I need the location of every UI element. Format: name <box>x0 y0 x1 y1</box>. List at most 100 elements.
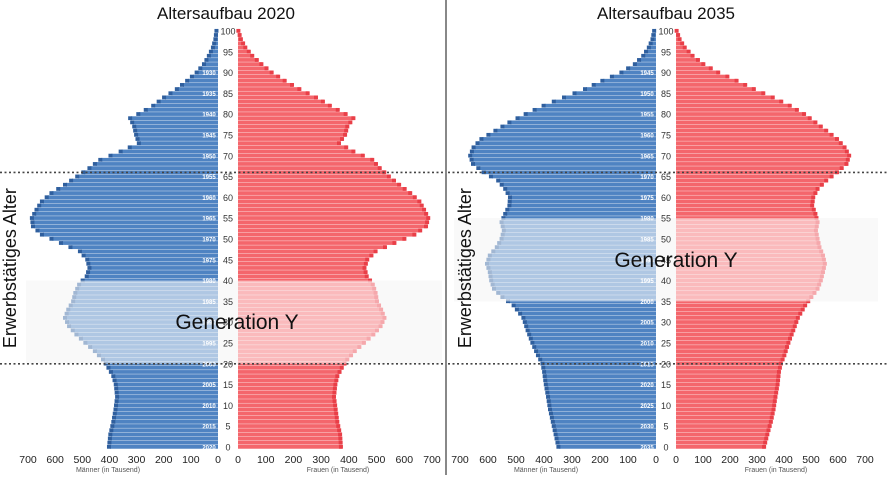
women-bar-age-83 <box>238 99 324 104</box>
age-tick-label: 25 <box>661 339 671 349</box>
working-age-label: Erwerbstätiges Alter <box>455 188 475 348</box>
women-bar-age-40 <box>238 278 372 283</box>
men-bar-age-71 <box>121 149 218 154</box>
men-bar-edge-age-84 <box>162 95 167 100</box>
women-bar-age-57 <box>676 207 815 212</box>
women-bar-age-18 <box>238 370 341 374</box>
men-bar-edge-age-84 <box>562 95 566 100</box>
men-bar-age-77 <box>503 124 656 129</box>
women-bar-age-63 <box>238 182 401 187</box>
men-bar-edge-age-98 <box>650 37 655 42</box>
women-bar-age-85 <box>238 91 309 96</box>
x-tick-label-women: 300 <box>748 454 766 466</box>
men-bar-edge-age-100 <box>214 28 219 33</box>
women-bar-age-60 <box>238 195 416 200</box>
women-bar-age-34 <box>676 303 807 308</box>
birth-year-label: 2020 <box>640 383 654 389</box>
women-bar-edge-age-44 <box>363 261 368 266</box>
women-bar-age-48 <box>238 245 386 250</box>
men-bar-age-97 <box>215 41 218 46</box>
men-bar-age-95 <box>211 49 218 54</box>
women-bar-age-24 <box>676 345 789 349</box>
women-bar-age-89 <box>676 74 729 79</box>
generation-band-overlay <box>454 218 878 302</box>
men-bar-edge-age-9 <box>548 407 552 412</box>
men-bar-age-62 <box>59 187 218 191</box>
men-bar-age-86 <box>586 87 656 91</box>
men-bar-edge-age-19 <box>106 365 111 370</box>
birth-year-label: 2020 <box>202 446 216 452</box>
women-bar-age-19 <box>238 365 343 370</box>
men-bar-age-98 <box>653 37 656 42</box>
women-bar-edge-age-75 <box>343 132 348 137</box>
women-bar-edge-age-82 <box>327 103 332 108</box>
women-bar-age-11 <box>238 399 336 403</box>
women-bar-edge-age-16 <box>776 378 781 383</box>
women-bar-edge-age-56 <box>813 211 818 216</box>
men-bar-age-88 <box>603 78 656 83</box>
men-bar-age-2 <box>110 436 218 441</box>
women-bar-edge-age-4 <box>337 428 342 433</box>
women-bar-age-96 <box>238 45 247 50</box>
men-bar-age-73 <box>139 141 218 146</box>
men-bar-age-93 <box>640 58 656 62</box>
birth-year-label: 1930 <box>202 71 216 77</box>
women-bar-edge-age-68 <box>844 162 849 166</box>
men-bar-edge-age-61 <box>505 191 510 195</box>
men-bar-edge-age-72 <box>471 145 476 150</box>
men-bar-edge-age-46 <box>81 253 86 258</box>
men-bar-edge-age-33 <box>514 307 519 312</box>
age-tick-label: 25 <box>223 339 233 349</box>
men-bar-age-9 <box>551 407 656 412</box>
men-bar-age-0 <box>559 444 656 449</box>
women-bar-edge-age-90 <box>716 70 721 75</box>
men-bar-edge-age-74 <box>479 137 484 141</box>
birth-year-label: 1985 <box>640 238 654 244</box>
women-bar-age-4 <box>238 428 341 433</box>
x-tick-label-women: 400 <box>775 454 793 466</box>
women-bar-age-25 <box>676 340 790 345</box>
men-bar-age-3 <box>111 432 218 437</box>
women-bar-age-3 <box>676 432 769 437</box>
women-bar-edge-age-8 <box>770 411 775 416</box>
women-bar-age-58 <box>238 203 423 208</box>
women-bar-edge-age-87 <box>743 83 748 87</box>
men-bar-age-11 <box>549 399 656 403</box>
men-bar-age-79 <box>131 116 218 121</box>
men-bar-age-2 <box>557 436 656 441</box>
women-bar-age-97 <box>676 41 684 46</box>
men-bar-edge-age-76 <box>133 128 138 133</box>
women-bar-edge-age-86 <box>297 87 302 91</box>
women-bar-age-13 <box>238 390 336 395</box>
women-bar-edge-age-63 <box>397 182 402 187</box>
women-bar-edge-age-58 <box>419 203 424 208</box>
women-bar-edge-age-80 <box>343 112 348 116</box>
men-bar-edge-age-27 <box>527 332 532 337</box>
women-bar-age-93 <box>676 58 699 62</box>
birth-year-label: 2000 <box>202 362 216 368</box>
age-tick-label: 35 <box>223 297 233 307</box>
women-bar-edge-age-25 <box>786 340 791 345</box>
men-bar-age-29 <box>527 324 656 329</box>
men-bar-edge-age-0 <box>556 444 561 449</box>
generation-label: Generation Y <box>614 249 737 272</box>
men-bar-age-25 <box>533 340 656 345</box>
men-bar-age-78 <box>133 120 218 125</box>
men-bar-age-94 <box>209 53 218 58</box>
age-tick-label: 10 <box>223 401 233 411</box>
men-bar-edge-age-22 <box>535 353 540 358</box>
men-bar-edge-age-41 <box>84 274 89 279</box>
women-bar-age-86 <box>238 87 301 91</box>
men-bar-age-23 <box>537 349 656 354</box>
women-bar-edge-age-43 <box>362 266 367 270</box>
men-bar-edge-age-15 <box>113 382 118 387</box>
men-bar-age-71 <box>472 149 656 154</box>
women-bar-edge-age-79 <box>807 116 812 121</box>
men-bar-age-41 <box>87 274 218 279</box>
men-bar-edge-age-6 <box>550 419 555 424</box>
women-bar-edge-age-57 <box>422 207 427 212</box>
men-bar-edge-age-29 <box>524 324 529 329</box>
women-bar-age-63 <box>676 182 823 187</box>
women-bar-age-32 <box>676 311 802 316</box>
birth-year-label: 1935 <box>202 92 216 98</box>
